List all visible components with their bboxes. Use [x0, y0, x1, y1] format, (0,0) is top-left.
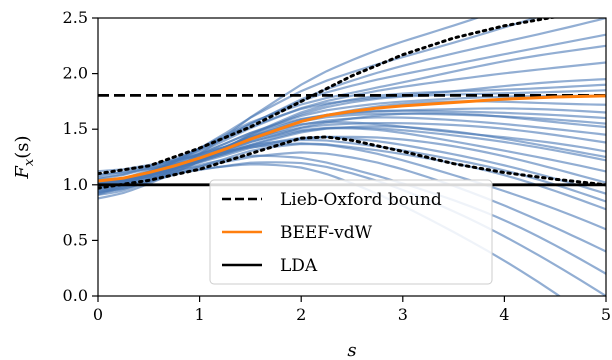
ensemble-curve	[98, 83, 606, 194]
y-tick-label: 2.0	[63, 64, 88, 83]
legend-label-beef: BEEF-vdW	[280, 223, 373, 243]
legend-label-lda: LDA	[280, 256, 318, 276]
x-tick-label: 3	[398, 305, 408, 324]
ensemble-curve	[98, 142, 606, 211]
x-tick-label: 4	[499, 305, 509, 324]
legend: Lieb-Oxford bound BEEF-vdW LDA	[209, 179, 493, 285]
legend-label-lieb-oxford: Lieb-Oxford bound	[280, 190, 442, 210]
plot-frame	[97, 17, 607, 297]
y-tick-label: 2.5	[63, 8, 88, 27]
x-tick-label: 1	[195, 305, 205, 324]
y-tick-label: 0.5	[63, 230, 88, 249]
x-tick-label: 0	[93, 305, 103, 324]
axis-ticks: 0 1 2 3 4 5 0.0 0.5 1.0 1.5 2.0 2.5	[63, 8, 612, 324]
beef-vdw-line	[98, 94, 606, 183]
reference-lines	[98, 18, 606, 190]
svg-text:Fx(s): Fx(s)	[12, 135, 37, 179]
y-axis-label-sub: x	[22, 158, 37, 166]
upper-uncertainty-bound-line	[98, 18, 559, 176]
x-tick-label: 2	[296, 305, 306, 324]
x-tick-label: 5	[601, 305, 611, 324]
y-axis-label-main: F	[12, 165, 33, 180]
y-tick-label: 0.0	[63, 286, 88, 305]
lower-uncertainty-bound-line	[98, 135, 606, 190]
y-axis-label: Fx(s)	[12, 135, 37, 179]
ensemble-curve	[98, 33, 606, 186]
y-tick-label: 1.5	[63, 119, 88, 138]
legend-box	[209, 179, 493, 285]
y-tick-label: 1.0	[63, 175, 88, 194]
y-axis-label-tail: (s)	[12, 135, 33, 158]
x-axis-label: s	[347, 340, 356, 360]
